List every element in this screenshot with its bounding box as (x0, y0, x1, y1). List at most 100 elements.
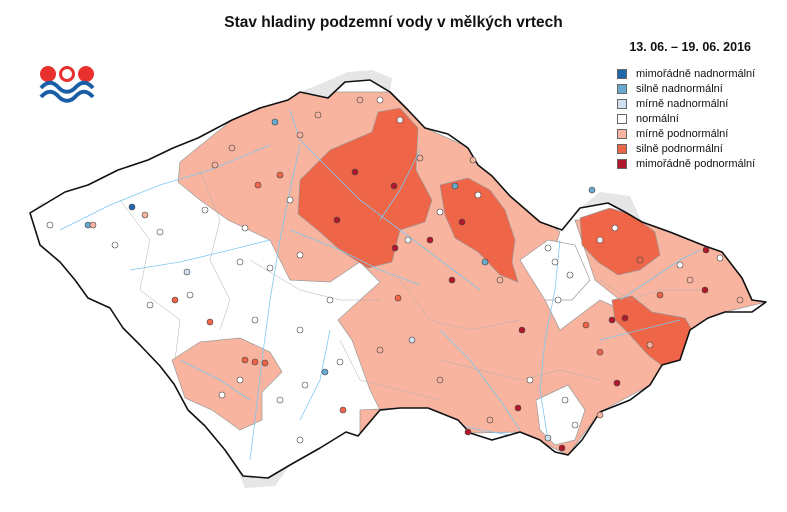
river-odra (619, 249, 701, 301)
well-marker (156, 228, 164, 236)
well-marker (613, 379, 621, 387)
well-marker (89, 221, 97, 229)
legend-label: mimořádně podnormální (636, 157, 756, 170)
well-marker (544, 244, 552, 252)
well-marker (314, 111, 322, 119)
well-marker (241, 356, 249, 364)
legend-item-mirne_pod: mírně podnormální (617, 126, 755, 141)
period-label: 13. 06. – 19. 06. 2016 (629, 40, 751, 54)
well-marker (404, 236, 412, 244)
well-marker (390, 182, 398, 190)
well-marker (276, 396, 284, 404)
well-marker (526, 376, 534, 384)
well-marker (146, 301, 154, 309)
well-marker (716, 254, 724, 262)
logo-circle-left (40, 66, 56, 82)
well-marker (394, 294, 402, 302)
well-marker (376, 96, 384, 104)
legend-swatch (617, 98, 627, 109)
well-marker (582, 321, 590, 329)
well-marker (326, 296, 334, 304)
well-marker (201, 206, 209, 214)
well-marker (702, 246, 710, 254)
well-marker (391, 244, 399, 252)
well-marker (588, 186, 596, 194)
legend-label: normální (636, 112, 679, 125)
well-marker (356, 96, 364, 104)
logo-wave-lower (39, 89, 95, 103)
river-berounka (129, 239, 271, 271)
legend-swatch (617, 158, 627, 169)
well-marker (333, 216, 341, 224)
legend-swatch (617, 128, 627, 139)
legend-item-mimoradne_nad: mimořádně nadnormální (617, 66, 755, 81)
neighbour-area-north (300, 70, 392, 98)
well-marker (301, 381, 309, 389)
well-marker (396, 116, 404, 124)
well-marker (448, 276, 456, 284)
well-marker (686, 276, 694, 284)
well-marker (276, 171, 284, 179)
well-marker (111, 241, 119, 249)
legend-swatch (617, 68, 627, 79)
well-marker (241, 224, 249, 232)
well-marker (701, 286, 709, 294)
well-marker (611, 224, 619, 232)
well-marker (266, 264, 274, 272)
map-legend: mimořádně nadnormální silně nadnormální mí… (617, 66, 755, 171)
well-marker (596, 411, 604, 419)
well-marker (426, 236, 434, 244)
neighbour-area-northeast (580, 192, 642, 222)
well-marker (458, 218, 466, 226)
well-marker (496, 276, 504, 284)
well-marker (183, 268, 191, 276)
well-marker (561, 396, 569, 404)
legend-swatch (617, 83, 627, 94)
well-marker (608, 316, 616, 324)
districts (119, 169, 700, 401)
region-silne-pod-northeast (439, 177, 519, 283)
country-border (29, 79, 767, 479)
river-becva (599, 319, 681, 341)
well-marker (251, 358, 259, 366)
region-silne-pod-north (297, 107, 433, 269)
well-marker (336, 358, 344, 366)
well-marker (474, 191, 482, 199)
chmi-logo-icon (39, 66, 95, 103)
well-marker (621, 314, 629, 322)
well-marker (451, 182, 459, 190)
well-marker (186, 291, 194, 299)
well-marker (261, 359, 269, 367)
legend-label: silně nadnormální (636, 82, 723, 95)
river-svratka (439, 329, 521, 431)
well-marker (141, 211, 149, 219)
well-marker (254, 181, 262, 189)
well-marker (436, 208, 444, 216)
well-marker (218, 391, 226, 399)
river-ohre (59, 144, 271, 231)
well-marker (351, 168, 359, 176)
well-marker (236, 258, 244, 266)
logo-wave-upper (39, 80, 95, 94)
region-normal-east (519, 239, 591, 301)
logo-circle-right (78, 66, 94, 82)
well-marker (571, 421, 579, 429)
well-marker (46, 221, 54, 229)
river-labe (289, 109, 481, 291)
legend-swatch (617, 143, 627, 154)
region-normal-south (535, 384, 586, 446)
well-marker (416, 154, 424, 162)
legend-label: silně podnormální (636, 142, 723, 155)
legend-label: mimořádně nadnormální (636, 67, 756, 80)
well-marker (206, 318, 214, 326)
well-marker (128, 203, 136, 211)
legend-swatch (617, 113, 627, 124)
well-marker (171, 296, 179, 304)
legend-label: mírně nadnormální (636, 97, 729, 110)
rivers (59, 109, 701, 461)
logo-ring-middle (59, 66, 75, 82)
well-marker (596, 236, 604, 244)
river-vltava (249, 144, 301, 461)
well-marker (321, 368, 329, 376)
